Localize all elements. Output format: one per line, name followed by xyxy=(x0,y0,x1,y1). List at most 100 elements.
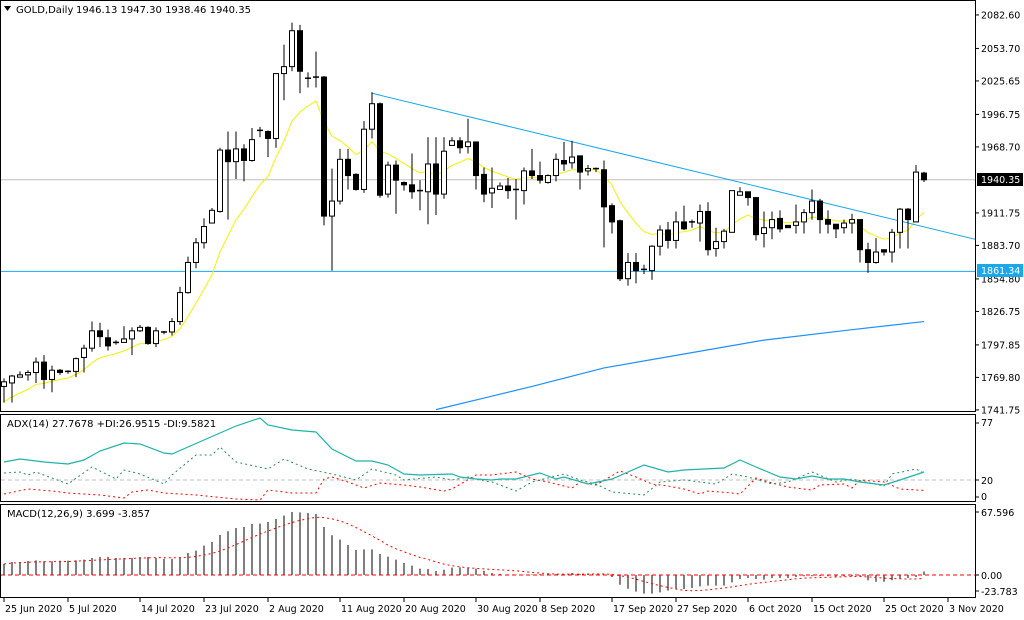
minus-di-line xyxy=(3,470,925,501)
candle xyxy=(505,177,511,199)
candle-body xyxy=(385,164,391,195)
candle xyxy=(737,187,743,196)
candle xyxy=(41,355,47,389)
candle-body xyxy=(329,200,335,217)
macd-indicator-label: MACD(12,26,9) 3.699 -3.857 xyxy=(7,509,150,520)
adx-axis-level: 20 xyxy=(981,476,993,487)
macd-axis-zero: 0.00 xyxy=(981,571,1002,582)
date-axis-label: 5 Jul 2020 xyxy=(69,604,117,615)
candle-body xyxy=(377,103,383,196)
symbol-label: GOLD,Daily xyxy=(16,5,73,16)
price-axis-label: 2082.60 xyxy=(981,10,1020,21)
date-axis-label: 15 Oct 2020 xyxy=(813,604,872,615)
candle-body xyxy=(433,163,439,195)
date-axis-label: 17 Sep 2020 xyxy=(613,604,673,615)
candle xyxy=(913,165,919,223)
candle-body xyxy=(481,173,487,195)
candle xyxy=(465,118,471,154)
candle xyxy=(841,219,847,234)
candle-body xyxy=(273,73,279,139)
price-axis-label: 1769.80 xyxy=(981,373,1020,384)
bid-price-tag xyxy=(977,173,1023,186)
candle xyxy=(585,165,591,176)
candle xyxy=(761,211,767,248)
candle-body xyxy=(521,170,527,192)
candle xyxy=(209,207,215,224)
candle xyxy=(713,227,719,257)
candle-body xyxy=(409,184,415,193)
adx-axis-zero: 0 xyxy=(981,492,987,503)
candle-body xyxy=(801,212,807,223)
candle-body xyxy=(857,219,863,251)
candle xyxy=(113,340,119,345)
candle xyxy=(753,197,759,241)
candle-body xyxy=(289,30,295,68)
candle-body xyxy=(321,76,327,217)
candle-body xyxy=(361,128,367,190)
candle-body xyxy=(889,231,895,253)
candle-body xyxy=(745,191,751,199)
candle-body xyxy=(833,223,839,230)
candle-body xyxy=(9,375,15,384)
candle xyxy=(489,167,495,208)
candle xyxy=(689,219,695,228)
macd-signal-line xyxy=(3,516,925,592)
candle-body xyxy=(921,172,927,181)
candle-body xyxy=(193,242,199,263)
date-axis-label: 11 Aug 2020 xyxy=(341,604,402,615)
candle xyxy=(249,128,255,162)
macd-plot[interactable] xyxy=(1,511,975,594)
candle-body xyxy=(297,30,303,72)
candle xyxy=(569,140,575,169)
candle xyxy=(417,180,423,211)
candle xyxy=(697,204,703,242)
candle-body xyxy=(625,261,631,280)
adx-plot[interactable] xyxy=(1,417,975,501)
candle xyxy=(849,213,855,234)
candle-body xyxy=(905,208,911,221)
candle-body xyxy=(761,227,767,234)
candle-body xyxy=(153,330,159,345)
candle-body xyxy=(657,229,663,247)
candle xyxy=(265,130,271,158)
price-axis-label: 1883.70 xyxy=(981,241,1020,252)
candle-body xyxy=(89,330,95,349)
candle-body xyxy=(473,141,479,177)
candle-body xyxy=(609,205,615,223)
candle xyxy=(721,228,727,249)
main-panel-frame xyxy=(0,0,976,412)
candle xyxy=(657,225,663,256)
candle-body xyxy=(233,148,239,163)
dropdown-triangle-icon[interactable] xyxy=(4,6,11,11)
candle-body xyxy=(849,219,855,224)
candle-body xyxy=(497,185,503,190)
candle-body xyxy=(137,326,143,332)
descending-trendline[interactable] xyxy=(371,92,980,240)
candle-body xyxy=(881,249,887,253)
candle xyxy=(809,189,815,220)
candle-body xyxy=(817,200,823,221)
ohlc-readout: 1946.13 1947.30 1938.46 1940.35 xyxy=(76,5,251,16)
candle xyxy=(289,22,295,72)
candle xyxy=(65,370,71,374)
candle xyxy=(425,137,431,225)
candle xyxy=(89,321,95,352)
candle-body xyxy=(25,372,31,376)
candle-body xyxy=(465,141,471,148)
candle-body xyxy=(577,155,583,173)
price-axis-label: 2025.65 xyxy=(981,76,1020,87)
price-plot[interactable] xyxy=(1,22,980,411)
candle-body xyxy=(185,261,191,294)
candle xyxy=(617,219,623,281)
candle xyxy=(777,210,783,233)
candle xyxy=(201,218,207,249)
candle-body xyxy=(897,208,903,233)
candle xyxy=(553,153,559,182)
candle xyxy=(537,161,543,184)
candle xyxy=(297,24,303,94)
candle-body xyxy=(169,321,175,333)
candle xyxy=(33,357,39,383)
candle-body xyxy=(369,103,375,130)
candle-body xyxy=(777,217,783,230)
